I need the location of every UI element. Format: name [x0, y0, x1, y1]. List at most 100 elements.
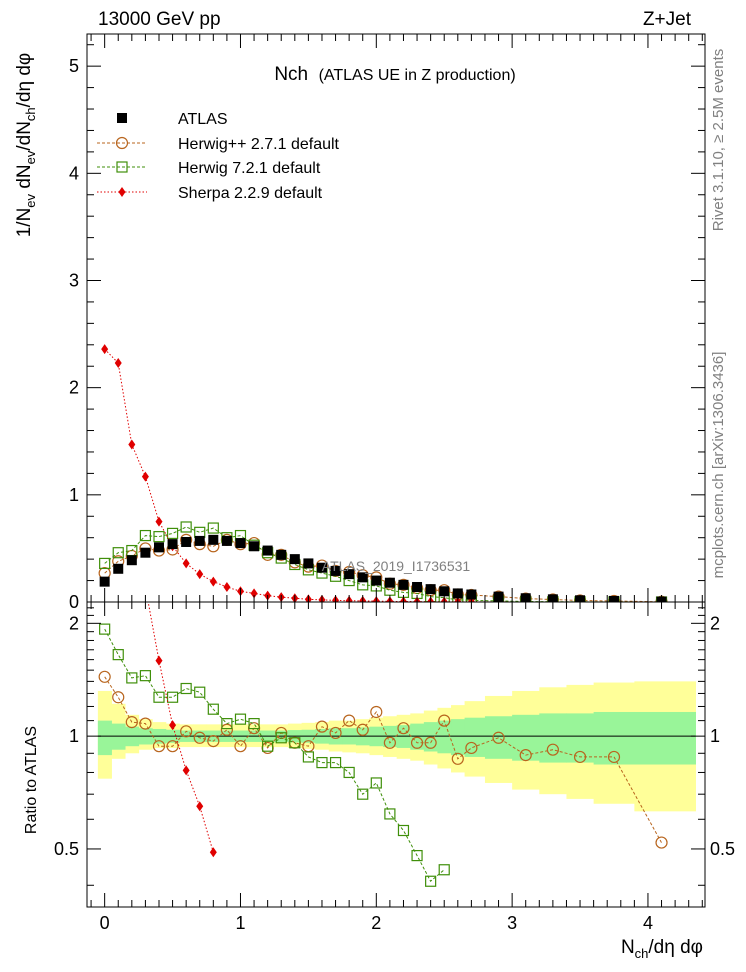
ratio-point-herwig-7-2-1-default	[248, 718, 260, 730]
main-panel-axes: 0 1 2 3 4 5	[69, 34, 705, 612]
main-panel: 0 1 2 3 4 5 Nch (ATLAS UE in Z production) AT…	[14, 33, 706, 612]
legend-marker-herwig-7-2-1-default	[116, 161, 128, 173]
ratio-point-herwig-7-2-1-default	[302, 751, 314, 763]
ratio-series-herwig-7-2-1-default	[99, 623, 450, 887]
ratio-point-sherpa-2-2-9-default	[209, 847, 217, 858]
ratio-point-herwig-2-7-1-default	[655, 836, 668, 849]
ratio-xtick-label: 2	[371, 913, 381, 933]
ratio-point-herwig-2-7-1-default	[424, 736, 437, 749]
main-ylabel: 1/Nev dNev/dNch/dη dφ	[14, 53, 38, 238]
legend-marker-herwig-2-7-1-default	[115, 136, 129, 150]
main-point-atlas	[99, 576, 110, 587]
ratio-point-herwig-7-2-1-default	[275, 732, 287, 744]
main-point-atlas	[452, 588, 463, 599]
ratio-series-herwig-2-7-1-default	[98, 670, 668, 849]
ratio-point-herwig-7-2-1-default	[112, 649, 124, 661]
main-point-atlas	[235, 538, 246, 549]
main-point-atlas	[412, 581, 423, 592]
main-point-herwig-7-2-1-default	[180, 521, 192, 533]
main-point-atlas	[608, 595, 619, 602]
ratio-band-inner	[634, 711, 696, 765]
ratio-band-inner	[593, 711, 635, 765]
ratio-point-herwig-7-2-1-default	[194, 686, 206, 698]
ratio-point-herwig-2-7-1-default	[152, 740, 166, 753]
ratio-point-herwig-7-2-1-default	[289, 737, 301, 749]
ratio-ytick-label-right: 1	[710, 726, 720, 746]
ratio-point-herwig-7-2-1-default	[99, 623, 111, 635]
main-point-atlas	[289, 554, 300, 565]
main-point-atlas	[384, 577, 395, 588]
ratio-point-sherpa-2-2-9-default	[196, 801, 204, 812]
main-point-atlas	[330, 565, 341, 576]
ratio-point-herwig-7-2-1-default	[221, 718, 233, 730]
legend-item-atlas: ATLAS	[117, 111, 228, 128]
ratio-point-herwig-7-2-1-default	[343, 766, 355, 779]
main-point-atlas	[221, 535, 232, 546]
main-point-herwig-2-7-1-default	[397, 578, 410, 591]
x-axis-label: Nch/dη dφ	[621, 937, 703, 961]
ratio-point-herwig-2-7-1-default	[343, 714, 356, 727]
ratio-panel-bands	[97, 681, 696, 812]
ratio-point-herwig-7-2-1-default	[153, 691, 165, 703]
ratio-point-herwig-7-2-1-default	[397, 824, 410, 837]
main-point-sherpa-2-2-9-default	[182, 558, 190, 569]
main-point-atlas	[466, 589, 477, 600]
ratio-panel-frame	[86, 601, 706, 908]
ratio-point-herwig-7-2-1-default	[234, 713, 247, 725]
legend-label-atlas: ATLAS	[178, 111, 228, 128]
ratio-band-inner	[464, 717, 486, 757]
ratio-ylabel: Ratio to ATLAS	[23, 726, 40, 834]
ratio-point-herwig-7-2-1-default	[166, 691, 179, 703]
ratio-point-herwig-2-7-1-default	[193, 731, 206, 744]
ratio-point-herwig-2-7-1-default	[438, 714, 451, 727]
ratio-ytick-label: 1	[69, 726, 79, 746]
ratio-point-herwig-2-7-1-default	[125, 716, 138, 729]
main-point-atlas	[371, 575, 382, 586]
legend: ATLAS Herwig++ 2.7.1 default Herwig 7.2.1 …	[97, 111, 340, 202]
ratio-point-herwig-2-7-1-default	[112, 691, 125, 704]
ratio-point-herwig-2-7-1-default	[329, 726, 342, 740]
ratio-xtick-label: 0	[100, 913, 110, 933]
ratio-point-herwig-2-7-1-default	[546, 743, 559, 756]
ratio-ytick-label-right: 0.5	[710, 839, 735, 859]
ratio-point-herwig-2-7-1-default	[607, 750, 621, 764]
ratio-point-herwig-2-7-1-default	[397, 722, 410, 735]
mcplots-label: mcplots.cern.ch [arXiv:1306.3436]	[710, 352, 727, 579]
ratio-panel-axes: 0.5 0.5 1 1 2 2 0 1 2 3 4	[54, 602, 735, 933]
ratio-point-herwig-2-7-1-default	[410, 736, 424, 749]
ratio-band-inner	[111, 723, 126, 750]
ratio-point-herwig-2-7-1-default	[234, 740, 247, 753]
legend-marker-atlas	[117, 113, 127, 123]
main-point-sherpa-2-2-9-default	[128, 439, 136, 450]
legend-label-herwig-7-2-1-default: Herwig 7.2.1 default	[178, 160, 321, 177]
rivet-version-label: Rivet 3.1.10, ≥ 2.5M events	[710, 49, 727, 232]
main-point-atlas	[303, 558, 314, 569]
ratio-series-sherpa-2-2-9-default	[147, 602, 217, 858]
main-point-atlas	[194, 535, 205, 546]
ratio-band-inner	[437, 720, 452, 754]
ratio-panel: 0.5 0.51 12 20 1 2 3 4 Ratio to ATLAS Nch/dη dφ	[23, 601, 735, 961]
ratio-point-herwig-2-7-1-default	[220, 723, 233, 736]
main-ytick-label: 5	[69, 56, 79, 76]
header-right-label: Z+Jet	[643, 9, 692, 30]
main-point-sherpa-2-2-9-default	[196, 569, 204, 580]
ratio-band-inner	[566, 713, 595, 763]
ratio-point-herwig-2-7-1-default	[207, 734, 220, 748]
watermark-label: ATLAS_2019_I1736531	[322, 558, 471, 574]
ratio-point-herwig-2-7-1-default	[451, 752, 464, 765]
main-point-atlas	[208, 534, 219, 545]
legend-label-herwig-2-7-1-default: Herwig++ 2.7.1 default	[178, 136, 340, 153]
ratio-band-inner	[512, 714, 540, 761]
ratio-point-herwig-2-7-1-default	[166, 740, 179, 753]
main-point-herwig-7-2-1-default	[99, 557, 111, 570]
ratio-point-herwig-2-7-1-default	[492, 731, 505, 744]
ratio-point-herwig-2-7-1-default	[98, 670, 111, 683]
ratio-point-herwig-2-7-1-default	[180, 725, 193, 738]
ratio-point-herwig-2-7-1-default	[315, 720, 329, 733]
ratio-point-herwig-2-7-1-default	[573, 750, 587, 764]
legend-marker-sherpa-2-2-9-default	[118, 187, 126, 197]
ratio-point-herwig-7-2-1-default	[425, 875, 437, 887]
ratio-panel-series	[98, 602, 668, 887]
ratio-point-herwig-2-7-1-default	[356, 723, 369, 736]
main-title: Nch (ATLAS UE in Z production)	[274, 64, 515, 85]
